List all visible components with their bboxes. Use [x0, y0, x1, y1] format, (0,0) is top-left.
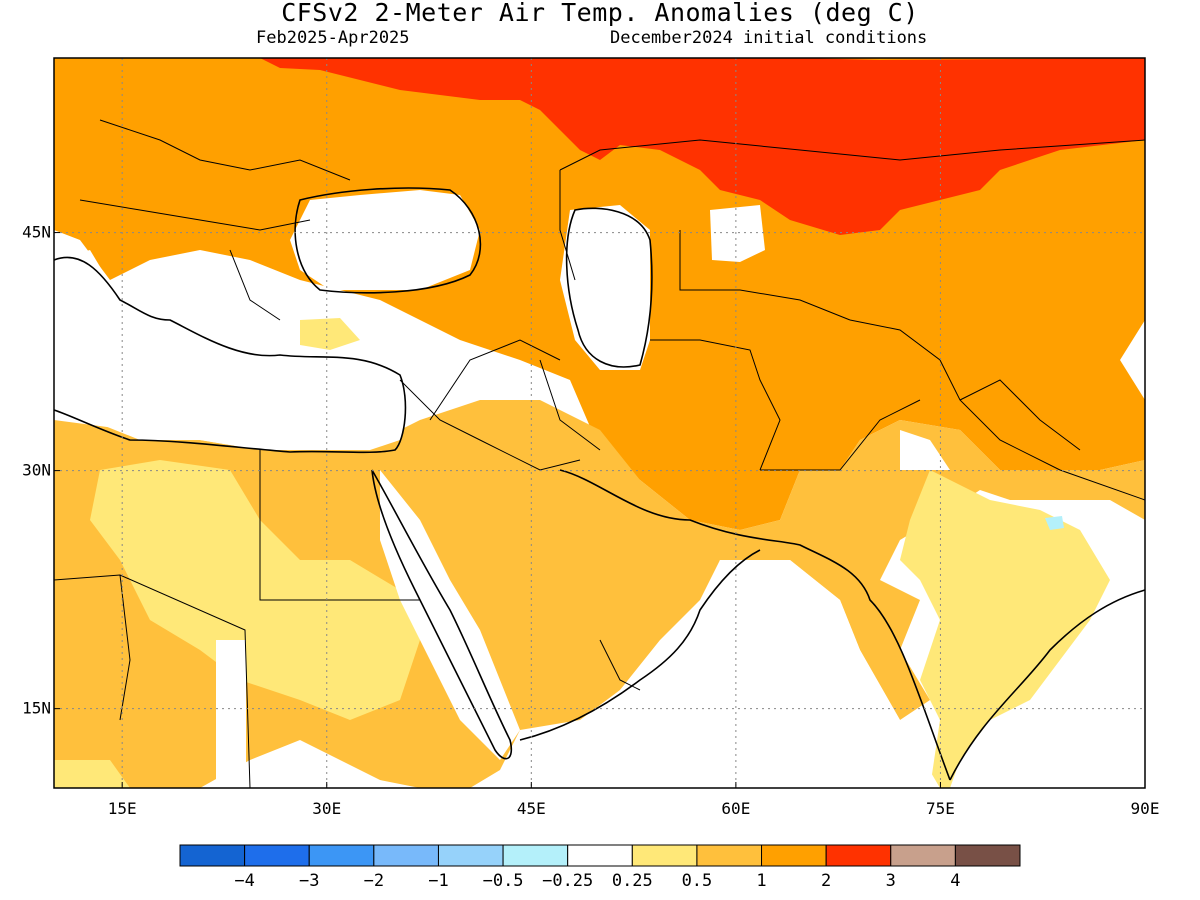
lon-tick-label: 75E	[926, 799, 955, 818]
colorbar-swatch	[825, 844, 892, 867]
colorbar-label: 0.5	[682, 871, 713, 891]
colorbar-swatch	[567, 844, 633, 867]
colorbar-label: 1	[756, 871, 766, 891]
colorbar: −4 −3 −2 −1 −0.5 −0.25 0.25 0.5 1 2 3 4	[179, 844, 1021, 891]
colorbar-swatch	[890, 844, 956, 867]
colorbar-label: −0.25	[542, 871, 593, 891]
lon-tick-label: 15E	[108, 799, 137, 818]
colorbar-label: −3	[299, 871, 319, 891]
map-plot-area	[54, 58, 1145, 788]
colorbar-label: −1	[428, 871, 448, 891]
lon-tick-label: 90E	[1131, 799, 1160, 818]
colorbar-swatch	[308, 844, 375, 867]
forecast-period: Feb2025-Apr2025	[256, 28, 410, 48]
colorbar-swatch	[179, 844, 246, 867]
colorbar-swatch	[502, 844, 569, 867]
longitude-labels: 15E 30E 45E 60E 75E 90E	[108, 782, 1160, 818]
country-borders	[54, 119, 1145, 788]
lon-tick-label: 30E	[312, 799, 341, 818]
coastlines	[54, 187, 1145, 781]
colorbar-label: 3	[886, 871, 896, 891]
lat-tick-label: 45N	[22, 223, 51, 242]
colorbar-swatch	[954, 844, 1021, 867]
colorbar-swatch	[761, 844, 827, 867]
colorbar-label: 0.25	[612, 871, 653, 891]
colorbar-swatch	[631, 844, 698, 867]
colorbar-swatch	[437, 844, 504, 867]
colorbar-label: −2	[364, 871, 384, 891]
colorbar-label: 4	[950, 871, 960, 891]
map-title: CFSv2 2-Meter Air Temp. Anomalies (deg C…	[281, 0, 919, 27]
colorbar-label: −4	[234, 871, 254, 891]
lat-lon-gridlines	[54, 58, 1145, 788]
colorbar-label: 2	[821, 871, 831, 891]
latitude-labels: 45N 30N 15N	[22, 223, 60, 718]
colorbar-swatch	[244, 844, 310, 867]
anomaly-shading	[54, 58, 1145, 788]
lon-tick-label: 60E	[721, 799, 750, 818]
colorbar-swatch	[696, 844, 763, 867]
colorbar-label: −0.5	[483, 871, 524, 891]
initial-conditions: December2024 initial conditions	[610, 28, 928, 48]
lat-tick-label: 30N	[22, 461, 51, 480]
colorbar-swatch	[373, 844, 439, 867]
lat-tick-label: 15N	[22, 699, 51, 718]
lon-tick-label: 45E	[517, 799, 546, 818]
map-frame	[53, 57, 1146, 789]
